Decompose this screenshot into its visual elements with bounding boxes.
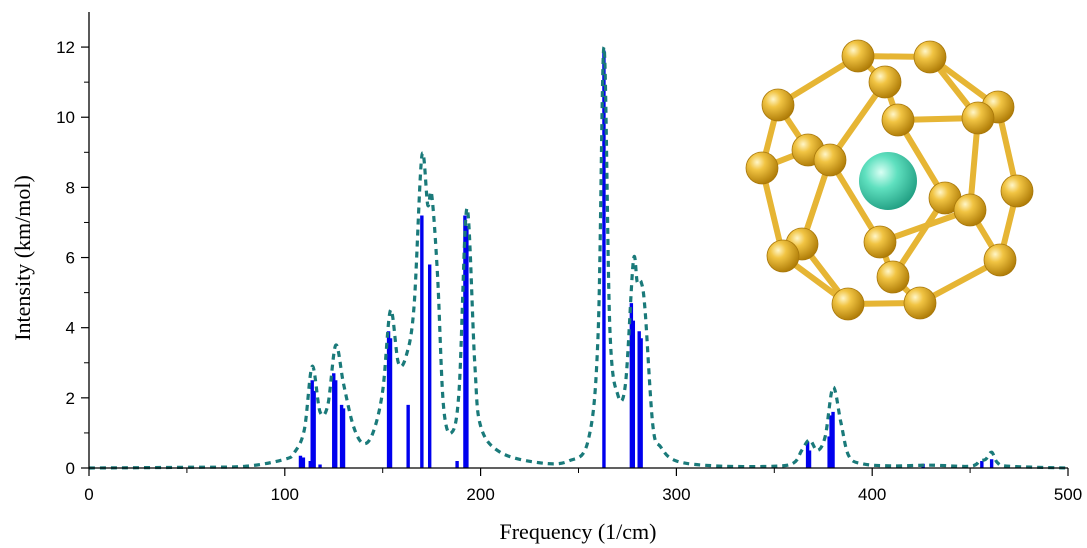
cage-atom — [903, 286, 937, 320]
cage-atom — [881, 103, 915, 137]
cage-molecule-image — [745, 39, 1034, 321]
axes — [88, 12, 1068, 469]
cage-atom — [1000, 174, 1034, 208]
y-tick-label: 6 — [66, 249, 75, 268]
cage-atom — [868, 65, 902, 99]
cage-atom — [983, 243, 1017, 277]
x-tick-label: 400 — [858, 485, 886, 504]
stick-series — [298, 50, 994, 468]
dashed-spectrum-line — [88, 45, 1069, 470]
x-tick-label: 0 — [84, 485, 93, 504]
x-tick-label: 500 — [1054, 485, 1082, 504]
x-tick-label: 100 — [271, 485, 299, 504]
y-tick-label: 2 — [66, 389, 75, 408]
x-axis-title: Frequency (1/cm) — [500, 519, 657, 544]
cage-atom — [876, 260, 910, 294]
cage-atom — [961, 101, 995, 135]
cage-atom — [953, 193, 987, 227]
y-tick-label: 0 — [66, 459, 75, 478]
cage-atom — [841, 39, 875, 73]
cage-atom — [863, 225, 897, 259]
y-tick-label: 12 — [56, 38, 75, 57]
y-tick-label: 10 — [56, 108, 75, 127]
center-atom — [859, 152, 917, 210]
cage-atom — [831, 287, 865, 321]
tick-labels: 0 100 200 300 400 500 0 2 4 6 8 10 12 — [56, 38, 1082, 504]
tick-marks — [81, 46, 1069, 476]
y-tick-label: 4 — [66, 319, 75, 338]
x-tick-label: 300 — [662, 485, 690, 504]
y-tick-label: 8 — [66, 178, 75, 197]
cage-atom — [813, 143, 847, 177]
cage-atom — [766, 239, 800, 273]
x-tick-label: 200 — [466, 485, 494, 504]
cage-atom — [745, 151, 779, 185]
y-axis-title: Intensity (km/mol) — [10, 175, 35, 341]
cage-atom — [761, 88, 795, 122]
cage-atom — [913, 40, 947, 74]
